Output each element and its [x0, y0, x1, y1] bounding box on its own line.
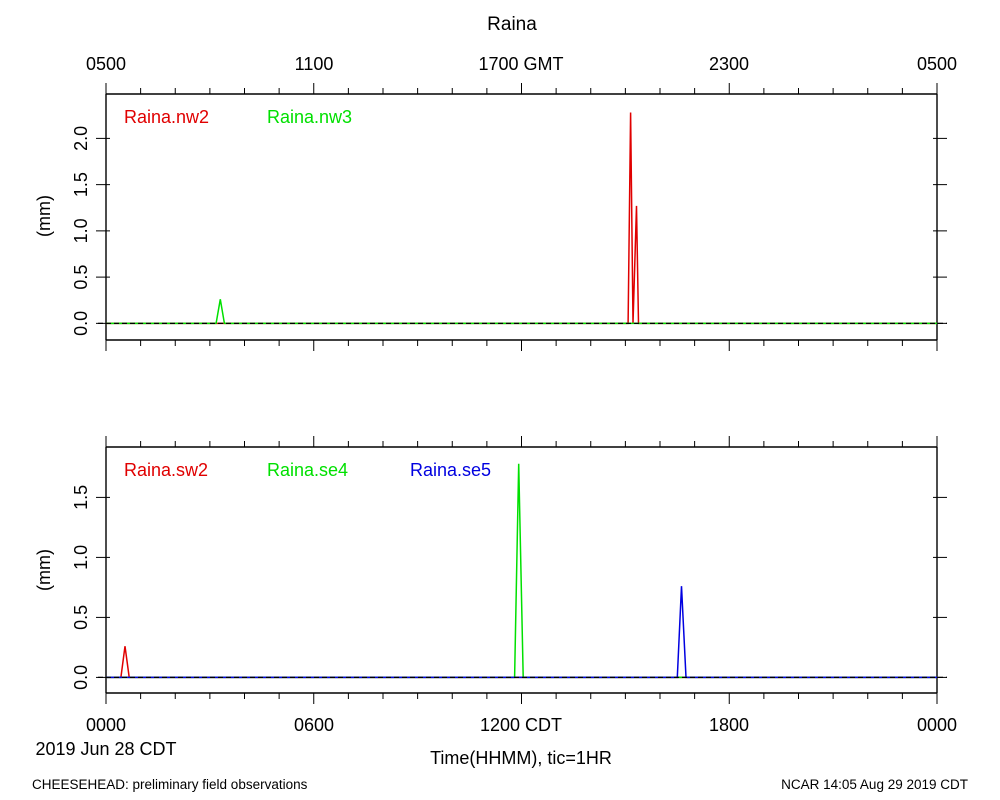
series-line-raina-sw2	[106, 646, 937, 679]
footer-right: NCAR 14:05 Aug 29 2019 CDT	[781, 777, 968, 792]
panel-bottom: 0.0 0.5 1.0 1.5 (mm) Raina.sw2 Raina.se4 Ra…	[34, 436, 947, 704]
y-tick-label: 0.5	[71, 605, 91, 630]
chart-title: Raina	[487, 14, 537, 35]
bottom-tick-label: 1800	[709, 715, 749, 735]
date-label: 2019 Jun 28 CDT	[35, 739, 176, 759]
y-tick-label: 0.5	[71, 265, 91, 290]
legend-raina-se5: Raina.se5	[410, 460, 491, 480]
top-gmt-axis-labels: 0500 1100 1700 GMT 2300 0500	[86, 54, 957, 74]
panel-top: 0.0 0.5 1.0 1.5 2.0 (mm) Raina.nw2 Raina.nw3	[34, 83, 947, 351]
top-tick-label: 1700 GMT	[478, 54, 563, 74]
y-tick-label: 1.5	[71, 172, 91, 197]
bottom-tick-label: 0000	[917, 715, 957, 735]
top-tick-label: 0500	[86, 54, 126, 74]
panel-bottom-plot: 0.0 0.5 1.0 1.5	[71, 436, 947, 704]
top-tick-label: 2300	[709, 54, 749, 74]
panel-top-plot: 0.0 0.5 1.0 1.5 2.0	[71, 83, 947, 351]
x-axis-label: Time(HHMM), tic=1HR	[430, 748, 612, 768]
panel-bottom-ylabel: (mm)	[34, 549, 54, 591]
series-line-raina-nw2	[106, 112, 937, 325]
y-tick-label: 1.5	[71, 485, 91, 510]
y-tick-label: 2.0	[71, 126, 91, 151]
legend-raina-se4: Raina.se4	[267, 460, 348, 480]
legend-raina-sw2: Raina.sw2	[124, 460, 208, 480]
series-line-raina-nw3	[106, 299, 937, 325]
y-tick-label: 0.0	[71, 311, 91, 336]
bottom-tick-label: 1200 CDT	[480, 715, 562, 735]
legend-raina-nw3: Raina.nw3	[267, 107, 352, 127]
bottom-cdt-axis-labels: 0000 0600 1200 CDT 1800 0000	[86, 715, 957, 735]
panel-top-ylabel: (mm)	[34, 195, 54, 237]
y-tick-label: 0.0	[71, 665, 91, 690]
bottom-tick-label: 0000	[86, 715, 126, 735]
series-line-raina-se4	[106, 463, 937, 679]
legend-raina-nw2: Raina.nw2	[124, 107, 209, 127]
top-tick-label: 0500	[917, 54, 957, 74]
bottom-tick-label: 0600	[294, 715, 334, 735]
y-tick-label: 1.0	[71, 545, 91, 570]
top-tick-label: 1100	[295, 54, 334, 74]
y-tick-label: 1.0	[71, 218, 91, 243]
footer-left: CHEESEHEAD: preliminary field observatio…	[32, 777, 308, 792]
